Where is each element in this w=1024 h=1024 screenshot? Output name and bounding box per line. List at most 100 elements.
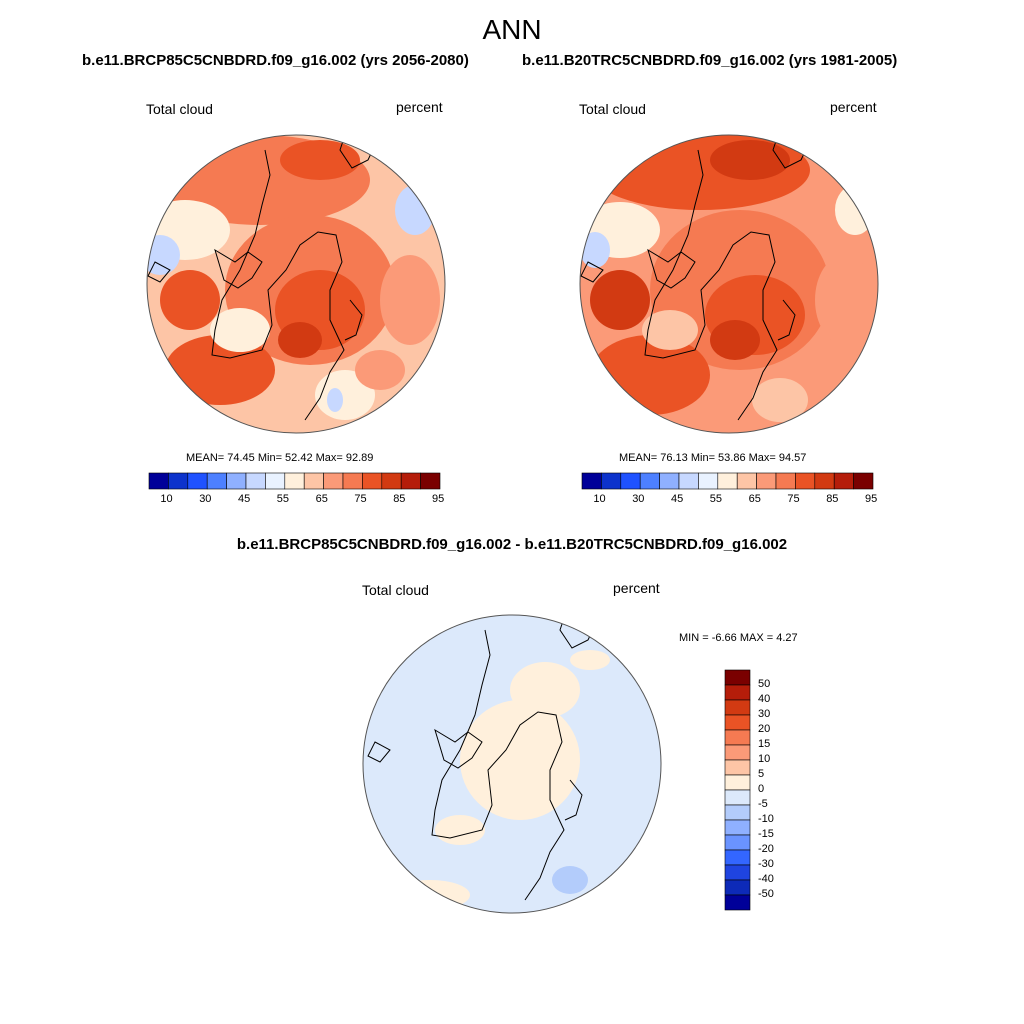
panel-2-colorbar-tick-label: 10	[593, 493, 606, 505]
panel-1-colorbar-swatch	[400, 472, 421, 490]
panel-1-units-label: percent	[396, 99, 443, 115]
panel-2-colorbar-swatch	[736, 472, 757, 490]
difference-colorbar-swatch	[724, 849, 751, 866]
panel-2-colorbar-swatch	[698, 472, 719, 490]
panel-1-colorbar-swatch	[303, 472, 324, 490]
difference-colorbar-tick-label: -30	[758, 858, 774, 870]
panel-1-colorbar-swatch	[381, 472, 402, 490]
difference-units-label: percent	[613, 580, 660, 596]
panel-1-coastlines	[147, 135, 376, 421]
panel-1-polar-map	[147, 135, 445, 433]
panel-2-colorbar-swatch	[659, 472, 680, 490]
difference-colorbar-swatch	[724, 699, 751, 716]
panel-1-stats: MEAN= 74.45 Min= 52.42 Max= 92.89	[186, 452, 374, 464]
difference-colorbar	[724, 669, 751, 911]
difference-colorbar-tick-label: 40	[758, 693, 771, 705]
panel-1-colorbar-swatch	[226, 472, 247, 490]
difference-stats: MIN = -6.66 MAX = 4.27	[679, 632, 798, 644]
difference-colorbar-tick-label: -20	[758, 843, 774, 855]
difference-colorbar-swatch	[724, 879, 751, 896]
panel-1-colorbar-tick-label: 85	[393, 493, 406, 505]
difference-colorbar-tick-label: 20	[758, 723, 771, 735]
difference-colorbar-tick-label: 30	[758, 708, 771, 720]
panel-1-title: b.e11.BRCP85C5CNBDRD.f09_g16.002 (yrs 20…	[82, 52, 469, 69]
difference-colorbar-tick-label: -40	[758, 873, 774, 885]
panel-1-colorbar-tick-label: 75	[354, 493, 367, 505]
difference-colorbar-tick-label: -5	[758, 798, 768, 810]
panel-2-colorbar-swatch	[795, 472, 816, 490]
panel-2-colorbar-tick-label: 85	[826, 493, 839, 505]
panel-2-colorbar-swatch	[601, 472, 622, 490]
difference-colorbar-tick-label: -50	[758, 888, 774, 900]
panel-1-colorbar-tick-label: 65	[315, 493, 328, 505]
difference-colorbar-swatch	[724, 864, 751, 881]
difference-colorbar-swatch	[724, 669, 751, 686]
panel-1-colorbar-swatch	[342, 472, 363, 490]
panel-2-colorbar-tick-label: 55	[709, 493, 723, 505]
panel-1-map-border	[146, 134, 446, 434]
difference-colorbar-swatch	[724, 774, 751, 791]
difference-colorbar-tick-label: 10	[758, 753, 771, 765]
panel-2-colorbar-swatch	[620, 472, 641, 490]
panel-2-colorbar-swatch	[717, 472, 738, 490]
panel-2-colorbar-swatch	[814, 472, 835, 490]
panel-2-stats: MEAN= 76.13 Min= 53.86 Max= 94.57	[619, 452, 807, 464]
difference-colorbar-swatch	[724, 759, 751, 776]
difference-colorbar-swatch	[724, 684, 751, 701]
panel-2-colorbar-tick-label: 95	[865, 493, 878, 505]
panel-1-colorbar-swatch	[168, 472, 189, 490]
panel-1-colorbar-tick-label: 55	[276, 493, 290, 505]
panel-1-colorbar-swatch	[265, 472, 286, 490]
panel-1-colorbar-swatch	[148, 472, 169, 490]
panel-1-colorbar-tick-label: 45	[238, 493, 251, 505]
difference-variable-label: Total cloud	[362, 582, 429, 598]
panel-1-colorbar-swatch	[245, 472, 266, 490]
panel-2-colorbar-tick-label: 75	[787, 493, 800, 505]
panel-2-colorbar-swatch	[833, 472, 854, 490]
panel-2-colorbar-swatch	[678, 472, 699, 490]
panel-2-colorbar-tick-label: 65	[748, 493, 761, 505]
panel-1-colorbar	[148, 472, 441, 490]
panel-1-colorbar-tick-label: 95	[432, 493, 445, 505]
panel-1-colorbar-swatch	[187, 472, 208, 490]
difference-colorbar-swatch	[724, 894, 751, 911]
panel-2-colorbar-swatch	[853, 472, 874, 490]
panel-1-colorbar-swatch	[362, 472, 383, 490]
panel-2-colorbar-swatch	[581, 472, 602, 490]
difference-colorbar-swatch	[724, 744, 751, 761]
difference-colorbar-swatch	[724, 789, 751, 806]
difference-colorbar-swatch	[724, 819, 751, 836]
difference-title: b.e11.BRCP85C5CNBDRD.f09_g16.002 - b.e11…	[236, 536, 788, 553]
difference-colorbar-tick-label: 0	[758, 783, 765, 795]
difference-colorbar-tick-label: 5	[758, 768, 765, 780]
difference-colorbar-tick-label: -15	[758, 828, 774, 840]
panel-1-colorbar-tick-label: 10	[160, 493, 173, 505]
difference-colorbar-tick-label: 15	[758, 738, 771, 750]
difference-colorbar-tick-label: -10	[758, 813, 774, 825]
panel-1-colorbar-swatch	[420, 472, 441, 490]
panel-1-colorbar-tick-label: 30	[199, 493, 212, 505]
panel-2-map-border	[579, 134, 879, 434]
difference-colorbar-swatch	[724, 834, 751, 851]
panel-2-title: b.e11.B20TRC5CNBDRD.f09_g16.002 (yrs 198…	[522, 52, 898, 69]
panel-2-colorbar	[581, 472, 874, 490]
panel-1-colorbar-swatch	[206, 472, 227, 490]
panel-1-colorbar-swatch	[284, 472, 305, 490]
panel-2-variable-label: Total cloud	[579, 101, 646, 117]
panel-2-units-label: percent	[830, 99, 877, 115]
difference-colorbar-swatch	[724, 714, 751, 731]
panel-2-colorbar-swatch	[775, 472, 796, 490]
panel-1-variable-label: Total cloud	[146, 101, 213, 117]
panel-2-colorbar-tick-label: 30	[632, 493, 645, 505]
difference-map-border	[362, 614, 662, 914]
panel-2-polar-map	[580, 135, 878, 433]
difference-colorbar-swatch	[724, 804, 751, 821]
figure-title: ANN	[482, 14, 542, 45]
panel-2-colorbar-swatch	[756, 472, 777, 490]
panel-2-colorbar-tick-label: 45	[671, 493, 684, 505]
panel-1-colorbar-swatch	[323, 472, 344, 490]
difference-colorbar-tick-label: 50	[758, 678, 771, 690]
difference-colorbar-swatch	[724, 729, 751, 746]
panel-2-colorbar-swatch	[639, 472, 660, 490]
